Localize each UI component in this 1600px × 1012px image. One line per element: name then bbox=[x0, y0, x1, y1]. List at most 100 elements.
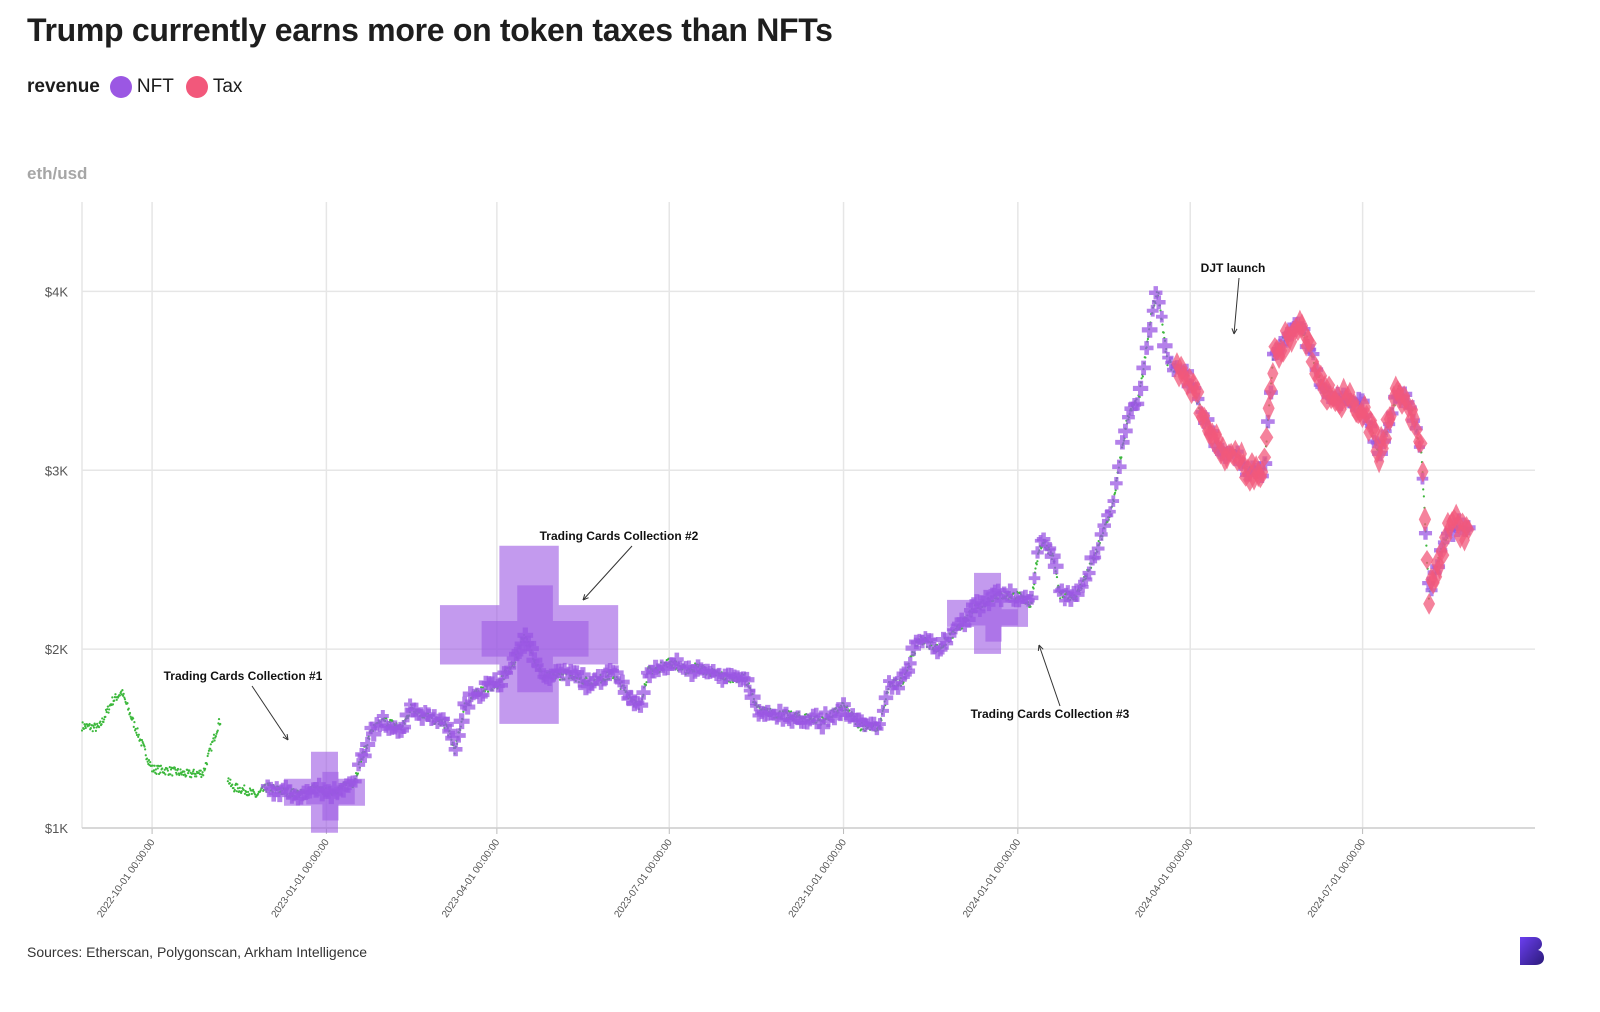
nft-point bbox=[1132, 380, 1149, 397]
legend-item-nft[interactable]: NFT bbox=[109, 76, 174, 98]
price-point bbox=[151, 764, 154, 767]
nft-point bbox=[1022, 594, 1035, 607]
nft-point bbox=[621, 691, 636, 706]
nft-point bbox=[397, 720, 412, 735]
tax-point bbox=[1453, 523, 1468, 549]
nft-point bbox=[439, 717, 454, 732]
nft-point bbox=[669, 652, 684, 667]
tax-point bbox=[1395, 394, 1409, 415]
price-point bbox=[88, 722, 91, 726]
nft-point bbox=[617, 684, 633, 700]
price-point bbox=[186, 772, 190, 775]
price-point bbox=[462, 710, 465, 713]
price-point bbox=[354, 771, 358, 775]
nft-point bbox=[831, 703, 844, 716]
price-point bbox=[108, 708, 111, 711]
nft-point bbox=[453, 713, 470, 730]
nft-point bbox=[560, 671, 575, 687]
price-point bbox=[227, 777, 230, 780]
nft-point bbox=[1089, 551, 1102, 564]
nft-point bbox=[819, 706, 832, 719]
nft-point bbox=[1097, 518, 1111, 533]
price-point bbox=[123, 696, 126, 699]
price-point bbox=[121, 689, 124, 692]
nft-point bbox=[431, 717, 444, 729]
price-point bbox=[729, 681, 732, 684]
annotation-arrowhead bbox=[1037, 644, 1044, 652]
nft-point bbox=[399, 707, 415, 723]
nft-point bbox=[1141, 322, 1158, 338]
price-point bbox=[1035, 563, 1038, 566]
price-point bbox=[136, 727, 139, 730]
tax-point bbox=[1377, 437, 1389, 459]
price-point bbox=[243, 792, 247, 795]
nft-point bbox=[436, 712, 451, 726]
nft-point bbox=[594, 676, 608, 690]
price-point bbox=[191, 772, 194, 775]
nft-point bbox=[487, 672, 503, 688]
nft-point bbox=[778, 706, 794, 722]
nft-point bbox=[352, 758, 366, 772]
price-point bbox=[216, 729, 219, 732]
price-point bbox=[200, 775, 203, 779]
nft-point bbox=[476, 688, 490, 702]
price-point bbox=[159, 764, 163, 767]
nft-point bbox=[376, 710, 389, 723]
nft-point bbox=[1104, 506, 1116, 518]
annotation-arrow bbox=[251, 685, 289, 741]
nft-point bbox=[575, 667, 591, 683]
price-point bbox=[207, 749, 211, 752]
nft-point bbox=[1028, 572, 1041, 584]
nft-point bbox=[451, 728, 466, 743]
nft-point bbox=[891, 681, 905, 695]
nft-point bbox=[942, 628, 957, 643]
price-point bbox=[257, 792, 260, 795]
nft-point bbox=[683, 660, 695, 673]
nft-point bbox=[460, 699, 476, 715]
price-point bbox=[207, 752, 210, 755]
price-point bbox=[1032, 587, 1035, 590]
nft-point bbox=[1136, 360, 1151, 376]
legend-item-tax[interactable]: Tax bbox=[185, 76, 242, 98]
nft-point bbox=[784, 714, 800, 729]
price-point bbox=[102, 720, 105, 724]
price-point bbox=[92, 726, 96, 729]
x-tick-label: 2023-04-01 00:00:00 bbox=[440, 837, 503, 920]
price-point bbox=[217, 717, 221, 721]
price-point bbox=[111, 696, 114, 699]
price-point bbox=[195, 775, 198, 778]
price-point bbox=[201, 771, 204, 774]
nft-point bbox=[608, 665, 624, 681]
nft-point bbox=[883, 675, 895, 688]
x-tick-label: 2023-01-01 00:00:00 bbox=[270, 837, 333, 920]
legend-text-nft: NFT bbox=[136, 76, 174, 97]
price-point bbox=[1113, 491, 1117, 494]
nft-point bbox=[1110, 476, 1123, 490]
nft-point bbox=[822, 714, 835, 728]
tax-point bbox=[1297, 321, 1311, 345]
price-point bbox=[180, 773, 183, 776]
price-point bbox=[92, 724, 95, 727]
nft-point bbox=[573, 674, 587, 688]
price-point bbox=[1055, 575, 1059, 579]
y-tick-label: $4K bbox=[45, 284, 68, 299]
annotation-arrowhead bbox=[282, 733, 289, 741]
nft-point bbox=[706, 663, 721, 678]
nft-point bbox=[1040, 539, 1053, 552]
nft-point bbox=[940, 636, 954, 650]
nft-point bbox=[448, 742, 463, 757]
tax-point bbox=[1236, 441, 1247, 467]
tax-point bbox=[1276, 340, 1291, 363]
nft-point bbox=[457, 696, 472, 712]
price-point bbox=[213, 739, 216, 742]
tax-point bbox=[1256, 460, 1269, 484]
nft-point bbox=[1079, 573, 1093, 586]
price-point bbox=[215, 732, 218, 735]
price-point bbox=[114, 693, 117, 696]
nft-point bbox=[661, 662, 674, 676]
nft-point bbox=[866, 716, 882, 732]
price-point bbox=[202, 774, 205, 777]
nft-point bbox=[1003, 583, 1018, 598]
nft-point bbox=[554, 663, 569, 678]
nft-point bbox=[1124, 401, 1139, 416]
